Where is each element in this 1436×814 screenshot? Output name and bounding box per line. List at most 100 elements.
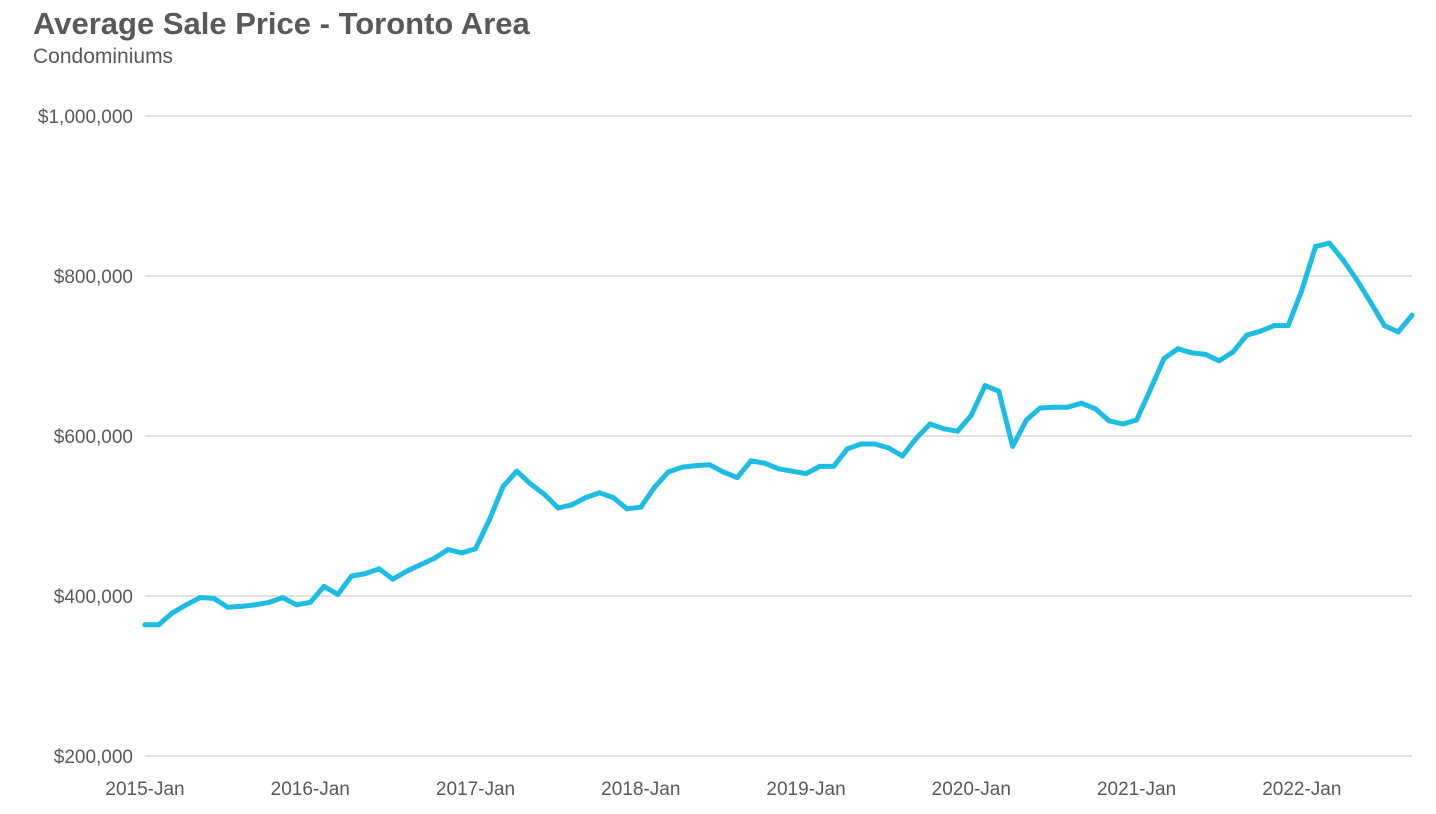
data-point	[720, 469, 726, 475]
data-point	[1258, 328, 1264, 334]
data-point	[1271, 323, 1277, 329]
data-point	[1202, 351, 1208, 357]
data-point	[459, 550, 465, 556]
data-point	[252, 602, 258, 608]
data-point	[225, 604, 231, 610]
chart-subtitle: Condominiums	[33, 45, 174, 68]
x-tick-label: 2020-Jan	[932, 779, 1011, 800]
chart-title: Average Sale Price - Toronto Area	[33, 6, 530, 41]
data-point	[1340, 257, 1346, 263]
x-tick-label: 2015-Jan	[105, 779, 184, 800]
data-point	[858, 441, 864, 447]
data-point	[762, 460, 768, 466]
data-point	[652, 484, 658, 490]
data-point	[707, 462, 713, 468]
y-tick-label: $400,000	[54, 587, 133, 608]
data-point	[266, 599, 272, 605]
data-point	[583, 495, 589, 501]
data-point	[817, 463, 823, 469]
data-point	[844, 446, 850, 452]
data-point	[1313, 243, 1319, 249]
data-point	[1106, 418, 1112, 424]
data-point	[638, 504, 644, 510]
data-point	[610, 495, 616, 501]
data-point	[913, 435, 919, 441]
data-point	[1368, 299, 1374, 305]
data-point	[803, 471, 809, 477]
x-tick-label: 2016-Jan	[271, 779, 350, 800]
data-point	[1037, 405, 1043, 411]
data-point	[1051, 404, 1057, 410]
data-point	[417, 562, 423, 568]
data-point	[996, 388, 1002, 394]
data-point	[183, 602, 189, 608]
data-point	[486, 517, 492, 523]
x-tick-label: 2018-Jan	[601, 779, 680, 800]
data-point	[1161, 355, 1167, 361]
data-point	[982, 383, 988, 389]
data-point	[679, 464, 685, 470]
data-point	[968, 412, 974, 418]
data-point	[831, 463, 837, 469]
data-point	[1092, 406, 1098, 412]
data-point	[1189, 350, 1195, 356]
data-point	[1285, 323, 1291, 329]
data-point	[349, 573, 355, 579]
data-point	[1230, 349, 1236, 355]
data-point	[528, 481, 534, 487]
data-point	[1244, 332, 1250, 338]
data-point	[1299, 287, 1305, 293]
data-point	[748, 458, 754, 464]
data-point	[734, 475, 740, 481]
data-point	[142, 622, 148, 628]
data-point	[404, 568, 410, 574]
data-point	[541, 491, 547, 497]
data-point	[500, 483, 506, 489]
y-tick-label: $200,000	[54, 747, 133, 768]
data-point	[1120, 421, 1126, 427]
data-point	[555, 505, 561, 511]
y-tick-label: $600,000	[54, 427, 133, 448]
data-point	[170, 610, 176, 616]
data-point	[1147, 387, 1153, 393]
data-point	[211, 595, 217, 601]
data-point	[445, 547, 451, 553]
data-point	[1078, 400, 1084, 406]
x-tick-label: 2019-Jan	[766, 779, 845, 800]
data-point	[1381, 323, 1387, 329]
y-tick-label: $800,000	[54, 267, 133, 288]
data-point	[569, 502, 575, 508]
data-point	[1354, 277, 1360, 283]
x-tick-label: 2017-Jan	[436, 779, 515, 800]
data-point	[1409, 312, 1415, 318]
data-point	[390, 576, 396, 582]
data-point	[1326, 240, 1332, 246]
data-point	[1023, 417, 1029, 423]
data-point	[1395, 329, 1401, 335]
data-point	[1175, 346, 1181, 352]
data-point	[872, 441, 878, 447]
x-tick-label: 2021-Jan	[1097, 779, 1176, 800]
data-point	[431, 555, 437, 561]
data-point	[789, 468, 795, 474]
data-point	[1216, 358, 1222, 364]
data-point	[238, 603, 244, 609]
data-point	[1065, 404, 1071, 410]
data-point	[307, 599, 313, 605]
data-point	[280, 595, 286, 601]
data-point	[596, 490, 602, 496]
data-point	[156, 622, 162, 628]
data-point	[927, 421, 933, 427]
data-point	[955, 428, 961, 434]
data-point	[886, 445, 892, 451]
y-tick-label: $1,000,000	[38, 107, 133, 128]
data-point	[473, 546, 479, 552]
data-point	[321, 583, 327, 589]
data-point	[624, 506, 630, 512]
data-point	[197, 595, 203, 601]
x-tick-label: 2022-Jan	[1262, 779, 1341, 800]
data-point	[376, 566, 382, 572]
data-point	[693, 463, 699, 469]
data-point	[1010, 443, 1016, 449]
